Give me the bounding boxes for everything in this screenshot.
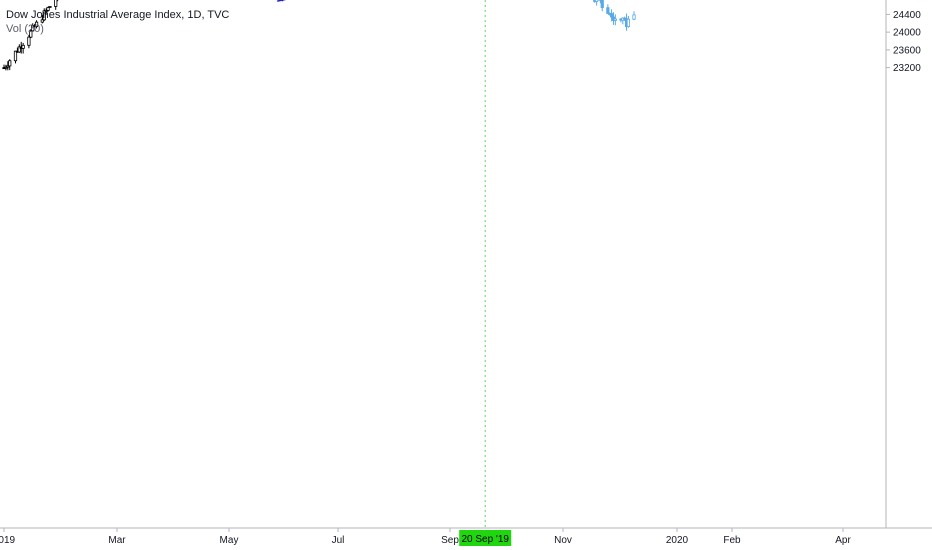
projection-candle-body xyxy=(626,18,631,28)
candles-layer xyxy=(2,0,284,71)
legend-title[interactable]: Dow Jones Industrial Average Index, 1D, … xyxy=(6,9,229,21)
candle-body xyxy=(21,44,25,49)
y-tick-label: 23200 xyxy=(893,63,921,74)
y-tick-label: 23600 xyxy=(893,45,921,56)
candle-body xyxy=(48,6,52,8)
candle-body xyxy=(8,60,12,67)
projection-layer xyxy=(593,0,636,31)
x-tick-label: 2020 xyxy=(666,535,689,546)
candle-body xyxy=(6,65,10,68)
candle-body xyxy=(31,25,35,32)
candle-body xyxy=(42,10,46,21)
x-tick-label: Nov xyxy=(554,535,572,546)
projection-candle-body xyxy=(609,13,614,18)
candle-body xyxy=(13,50,18,62)
candle-body xyxy=(4,66,8,69)
y-tick-label: 24000 xyxy=(893,28,921,39)
x-tick-label: Sep xyxy=(441,535,459,546)
candle-body xyxy=(54,0,58,7)
projection-candle-body xyxy=(613,18,617,21)
legend-indicator[interactable]: Vol (20) xyxy=(6,23,44,35)
crosshair-date-label: 20 Sep '19 xyxy=(461,534,509,545)
candle-body xyxy=(46,7,50,11)
candle-body xyxy=(34,21,39,27)
projection-candle-body xyxy=(632,14,636,20)
x-tick-label: Feb xyxy=(723,535,741,546)
projection-candle-body xyxy=(593,0,597,2)
candle-body xyxy=(29,30,33,38)
candle-body xyxy=(44,10,48,12)
y-tick-label: 24400 xyxy=(893,10,921,21)
x-tick-label: Jul xyxy=(332,535,345,546)
candle-body xyxy=(27,36,31,46)
projection-candle-body xyxy=(606,7,610,14)
crosshair-date-tag xyxy=(459,530,512,546)
candle-body xyxy=(17,46,21,53)
projection-candle-body xyxy=(595,0,599,2)
x-tick-label: 2019 xyxy=(0,535,16,546)
projection-candle-body xyxy=(600,0,604,9)
candle-body xyxy=(40,19,44,23)
y-tick-label: 24800 xyxy=(893,0,921,3)
x-tick-label: May xyxy=(220,535,239,546)
x-tick-label: Mar xyxy=(108,535,126,546)
x-tick-label: Apr xyxy=(835,535,851,546)
